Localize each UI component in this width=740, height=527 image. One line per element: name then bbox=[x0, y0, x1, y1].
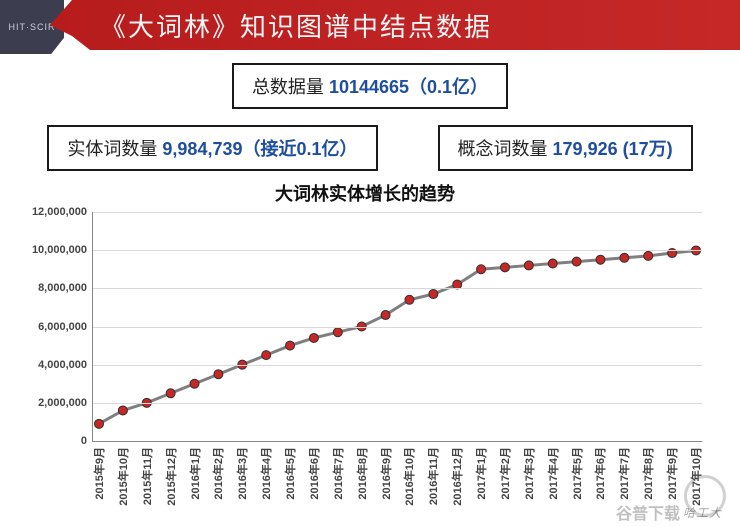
page-title: 《大词林》知识图谱中结点数据 bbox=[100, 7, 492, 44]
chart-xtick-label: 2016年9月 bbox=[378, 447, 394, 500]
chart-marker bbox=[620, 253, 629, 262]
chart-gridline bbox=[93, 365, 702, 366]
chart-ytick-label: 8,000,000 bbox=[38, 282, 87, 294]
chart-marker bbox=[286, 341, 295, 350]
chart-xtick-label: 2017年1月 bbox=[473, 447, 489, 500]
chart-marker bbox=[405, 295, 414, 304]
chart-xtick-label: 2016年1月 bbox=[187, 447, 203, 500]
chart-xtick-label: 2015年11月 bbox=[139, 447, 155, 505]
chart-gridline bbox=[93, 403, 702, 404]
chart-xtick-label: 2016年5月 bbox=[282, 447, 298, 500]
chart-xtick-label: 2016年10月 bbox=[401, 447, 417, 506]
chart-marker bbox=[309, 333, 318, 342]
chart-marker bbox=[524, 261, 533, 270]
chart-marker bbox=[95, 419, 104, 428]
chart-marker bbox=[572, 257, 581, 266]
chart-xtick-label: 2016年7月 bbox=[330, 447, 346, 500]
chart-xtick-label: 2016年11月 bbox=[425, 447, 441, 505]
summary-boxes: 总数据量 10144665（0.1亿） 实体词数量 9,984,739（接近0.… bbox=[0, 63, 740, 171]
chart-marker bbox=[477, 265, 486, 274]
chart-marker bbox=[381, 311, 390, 320]
title-bar: 《大词林》知识图谱中结点数据 bbox=[50, 0, 740, 50]
chart-marker bbox=[262, 351, 271, 360]
growth-chart: 大词林实体增长的趋势 02,000,0004,000,0006,000,0008… bbox=[20, 180, 710, 505]
chart-xtick-label: 2016年3月 bbox=[234, 447, 250, 500]
chart-xtick-label: 2017年2月 bbox=[497, 447, 513, 500]
chart-ytick-label: 10,000,000 bbox=[32, 244, 87, 256]
total-box: 总数据量 10144665（0.1亿） bbox=[232, 63, 508, 109]
entity-value: 9,984,739（接近0.1亿） bbox=[162, 139, 357, 159]
chart-xtick-label: 2017年4月 bbox=[545, 447, 561, 500]
chart-line bbox=[99, 250, 696, 423]
chart-xtick-label: 2017年6月 bbox=[592, 447, 608, 500]
chart-xtick-label: 2016年12月 bbox=[449, 447, 465, 506]
chart-xtick-label: 2017年9月 bbox=[664, 447, 680, 500]
chart-ytick-label: 0 bbox=[81, 435, 87, 447]
chart-xtick-label: 2016年4月 bbox=[258, 447, 274, 500]
chart-plot-area: 02,000,0004,000,0006,000,0008,000,00010,… bbox=[92, 212, 702, 442]
concept-box: 概念词数量 179,926 (17万) bbox=[438, 125, 693, 171]
chart-marker bbox=[548, 259, 557, 268]
entity-label: 实体词数量 bbox=[67, 139, 162, 159]
chart-marker bbox=[429, 290, 438, 299]
entity-box: 实体词数量 9,984,739（接近0.1亿） bbox=[47, 125, 377, 171]
chart-gridline bbox=[93, 212, 702, 213]
chart-xtick-label: 2017年3月 bbox=[521, 447, 537, 500]
chart-marker bbox=[166, 389, 175, 398]
chart-xtick-label: 2016年6月 bbox=[306, 447, 322, 500]
chart-xtick-label: 2015年12月 bbox=[163, 447, 179, 506]
watermark-bottom: 谷普下载 bbox=[616, 500, 680, 524]
chart-xtick-label: 2017年8月 bbox=[640, 447, 656, 500]
watermark-right: 哈工大 bbox=[683, 504, 722, 521]
chart-xtick-label: 2015年9月 bbox=[91, 447, 107, 500]
total-label: 总数据量 bbox=[252, 77, 329, 97]
concept-value: 179,926 (17万) bbox=[553, 139, 673, 159]
chart-marker bbox=[644, 251, 653, 260]
chart-xtick-label: 2016年8月 bbox=[354, 447, 370, 500]
chart-xtick-label: 2017年5月 bbox=[569, 447, 585, 500]
chart-title: 大词林实体增长的趋势 bbox=[20, 180, 710, 206]
chart-ytick-label: 6,000,000 bbox=[38, 321, 87, 333]
chart-gridline bbox=[93, 250, 702, 251]
chart-xtick-label: 2015年10月 bbox=[115, 447, 131, 506]
chart-marker bbox=[596, 255, 605, 264]
total-value: 10144665（0.1亿） bbox=[329, 77, 488, 97]
chart-xtick-label: 2017年7月 bbox=[616, 447, 632, 500]
chart-ytick-label: 12,000,000 bbox=[32, 206, 87, 218]
chart-marker bbox=[190, 379, 199, 388]
chart-gridline bbox=[93, 327, 702, 328]
chart-marker bbox=[214, 370, 223, 379]
chart-marker bbox=[118, 406, 127, 415]
chart-gridline bbox=[93, 288, 702, 289]
chart-ytick-label: 4,000,000 bbox=[38, 359, 87, 371]
chart-ytick-label: 2,000,000 bbox=[38, 397, 87, 409]
chart-marker bbox=[333, 328, 342, 337]
chart-marker bbox=[500, 263, 509, 272]
chart-xtick-label: 2016年2月 bbox=[210, 447, 226, 500]
concept-label: 概念词数量 bbox=[458, 139, 553, 159]
